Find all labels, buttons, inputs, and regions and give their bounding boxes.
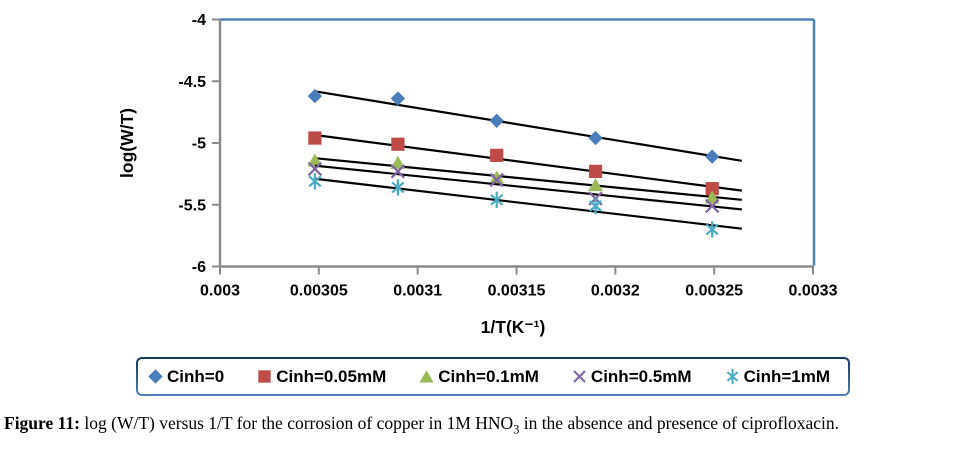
star-marker-icon: [726, 368, 738, 385]
y-tick-label: -4: [192, 12, 206, 29]
caption-text-2: in the absence and presence of ciproflox…: [519, 413, 840, 433]
data-point-triangle: [489, 170, 505, 184]
series-Cinh=0.5mM: [307, 161, 742, 214]
triangle-marker-icon: [419, 370, 434, 383]
y-axis-title: log(W/T): [117, 108, 137, 178]
x-tick-label: 0.0032: [591, 283, 640, 300]
trendline: [314, 90, 743, 162]
data-point-triangle: [307, 153, 323, 167]
y-tick-label: -4.5: [178, 74, 206, 91]
series-Cinh=0: [307, 88, 743, 164]
data-point-square: [490, 148, 504, 162]
legend-inner: Cinh=0 Cinh=0.05mM Cinh=0.1mM Cinh=0.5mM: [138, 359, 848, 394]
data-point-star: [490, 191, 504, 209]
x-tick-label: 0.003: [200, 283, 240, 300]
data-point-star: [308, 173, 322, 190]
legend-label: Cinh=0.05mM: [276, 366, 387, 386]
data-point-star: [391, 179, 405, 196]
data-point-x: [390, 164, 406, 179]
series-Cinh=0.1mM: [307, 153, 742, 204]
data-point-square: [705, 182, 719, 196]
data-point-star: [589, 197, 603, 215]
x-tick-label: 0.00325: [685, 283, 743, 300]
legend-item-cinh-01: Cinh=0.1mM: [418, 367, 539, 387]
data-point-triangle: [588, 178, 603, 192]
x-tick-label: 0.00305: [290, 283, 348, 300]
data-point-triangle: [704, 190, 720, 204]
chart-legend: Cinh=0 Cinh=0.05mM Cinh=0.1mM Cinh=0.5mM: [136, 357, 850, 396]
data-point-star: [705, 221, 719, 238]
data-point-x: [489, 172, 504, 188]
data-point-diamond: [588, 130, 603, 146]
legend-label: Cinh=0.5mM: [590, 366, 692, 386]
y-tick-label: -6: [192, 259, 206, 276]
caption-subscript: 3: [513, 422, 520, 437]
x-marker-icon: [573, 370, 586, 383]
trendline: [314, 133, 742, 192]
caption-text-1: log (W/T) versus 1/T for the corrosion o…: [80, 413, 514, 433]
x-tick-label: 0.0033: [789, 283, 838, 300]
trendline: [314, 164, 742, 211]
square-marker-icon: [258, 370, 271, 383]
figure-caption: Figure 11: log (W/T) versus 1/T for the …: [4, 413, 956, 438]
legend-item-cinh-0: Cinh=0: [147, 367, 224, 387]
data-point-x: [307, 161, 323, 177]
data-point-diamond: [390, 91, 406, 106]
data-point-square: [308, 131, 322, 145]
legend-label: Cinh=0.1mM: [438, 366, 539, 386]
data-point-square: [588, 164, 603, 179]
data-point-diamond: [489, 113, 504, 128]
series-Cinh=0.05mM: [308, 131, 742, 196]
trendline: [314, 157, 742, 201]
legend-label: Cinh=1mM: [743, 366, 830, 386]
data-point-diamond: [307, 88, 323, 104]
legend-item-cinh-1: Cinh=1mM: [724, 367, 830, 387]
data-point-triangle: [390, 155, 406, 169]
legend-item-cinh-005: Cinh=0.05mM: [256, 367, 386, 387]
y-tick-label: -5: [192, 136, 206, 153]
diamond-marker-icon: [148, 369, 163, 384]
legend-item-cinh-05: Cinh=0.5mM: [571, 367, 692, 387]
x-tick-label: 0.0031: [393, 283, 442, 300]
x-tick-label: 0.00315: [488, 283, 546, 300]
trendline: [314, 177, 742, 230]
chart-canvas: -4 -4.5 -5 -5.5 -6 0.003 0.00305 0.0031 0.00315 0…: [117, 12, 838, 337]
data-point-diamond: [704, 149, 720, 164]
data-point-x: [705, 198, 720, 214]
caption-label: Figure 11:: [4, 413, 80, 433]
legend-label: Cinh=0: [167, 366, 225, 386]
y-tick-label: -5.5: [178, 197, 206, 214]
data-point-square: [391, 137, 405, 151]
x-axis-title: 1/T(K⁻¹): [481, 317, 546, 337]
series-Cinh=1mM: [308, 173, 742, 238]
